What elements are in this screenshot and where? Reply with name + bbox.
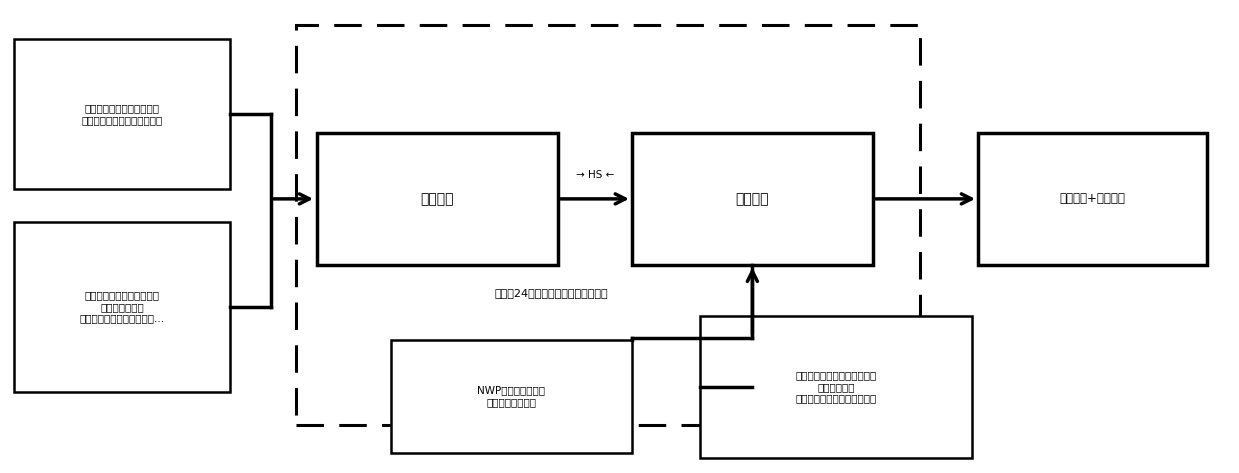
Text: 预测结果: 预测结果 [736,192,769,206]
Text: 风电场统计数据：最大、最
小、平均风速和
中心、标准偏差、频率分布...: 风电场统计数据：最大、最 小、平均风速和 中心、标准偏差、频率分布... [79,290,165,324]
Text: NWP预报：风速、风
向、气压、温度等: NWP预报：风速、风 向、气压、温度等 [477,385,545,407]
FancyBboxPatch shape [14,222,230,392]
Text: 风电场24小时出力中期功率预测学习: 风电场24小时出力中期功率预测学习 [494,288,608,298]
FancyBboxPatch shape [632,133,873,265]
Text: 风电场实测数据（风速、方
向、气压、温度、历史功率）: 风电场实测数据（风速、方 向、气压、温度、历史功率） [82,104,162,125]
FancyBboxPatch shape [978,133,1207,265]
Text: 训练过程: 训练过程 [420,192,453,206]
FancyBboxPatch shape [700,316,971,457]
Text: 组合预测+置信功率: 组合预测+置信功率 [1059,193,1125,205]
FancyBboxPatch shape [317,133,558,265]
FancyBboxPatch shape [390,340,632,453]
FancyBboxPatch shape [14,39,230,190]
Text: 气象预报统计数据：最大、最
小、平均气温
中力、偏差、标准、频率分布: 气象预报统计数据：最大、最 小、平均气温 中力、偏差、标准、频率分布 [795,370,876,403]
Text: → HS ←: → HS ← [576,170,615,180]
